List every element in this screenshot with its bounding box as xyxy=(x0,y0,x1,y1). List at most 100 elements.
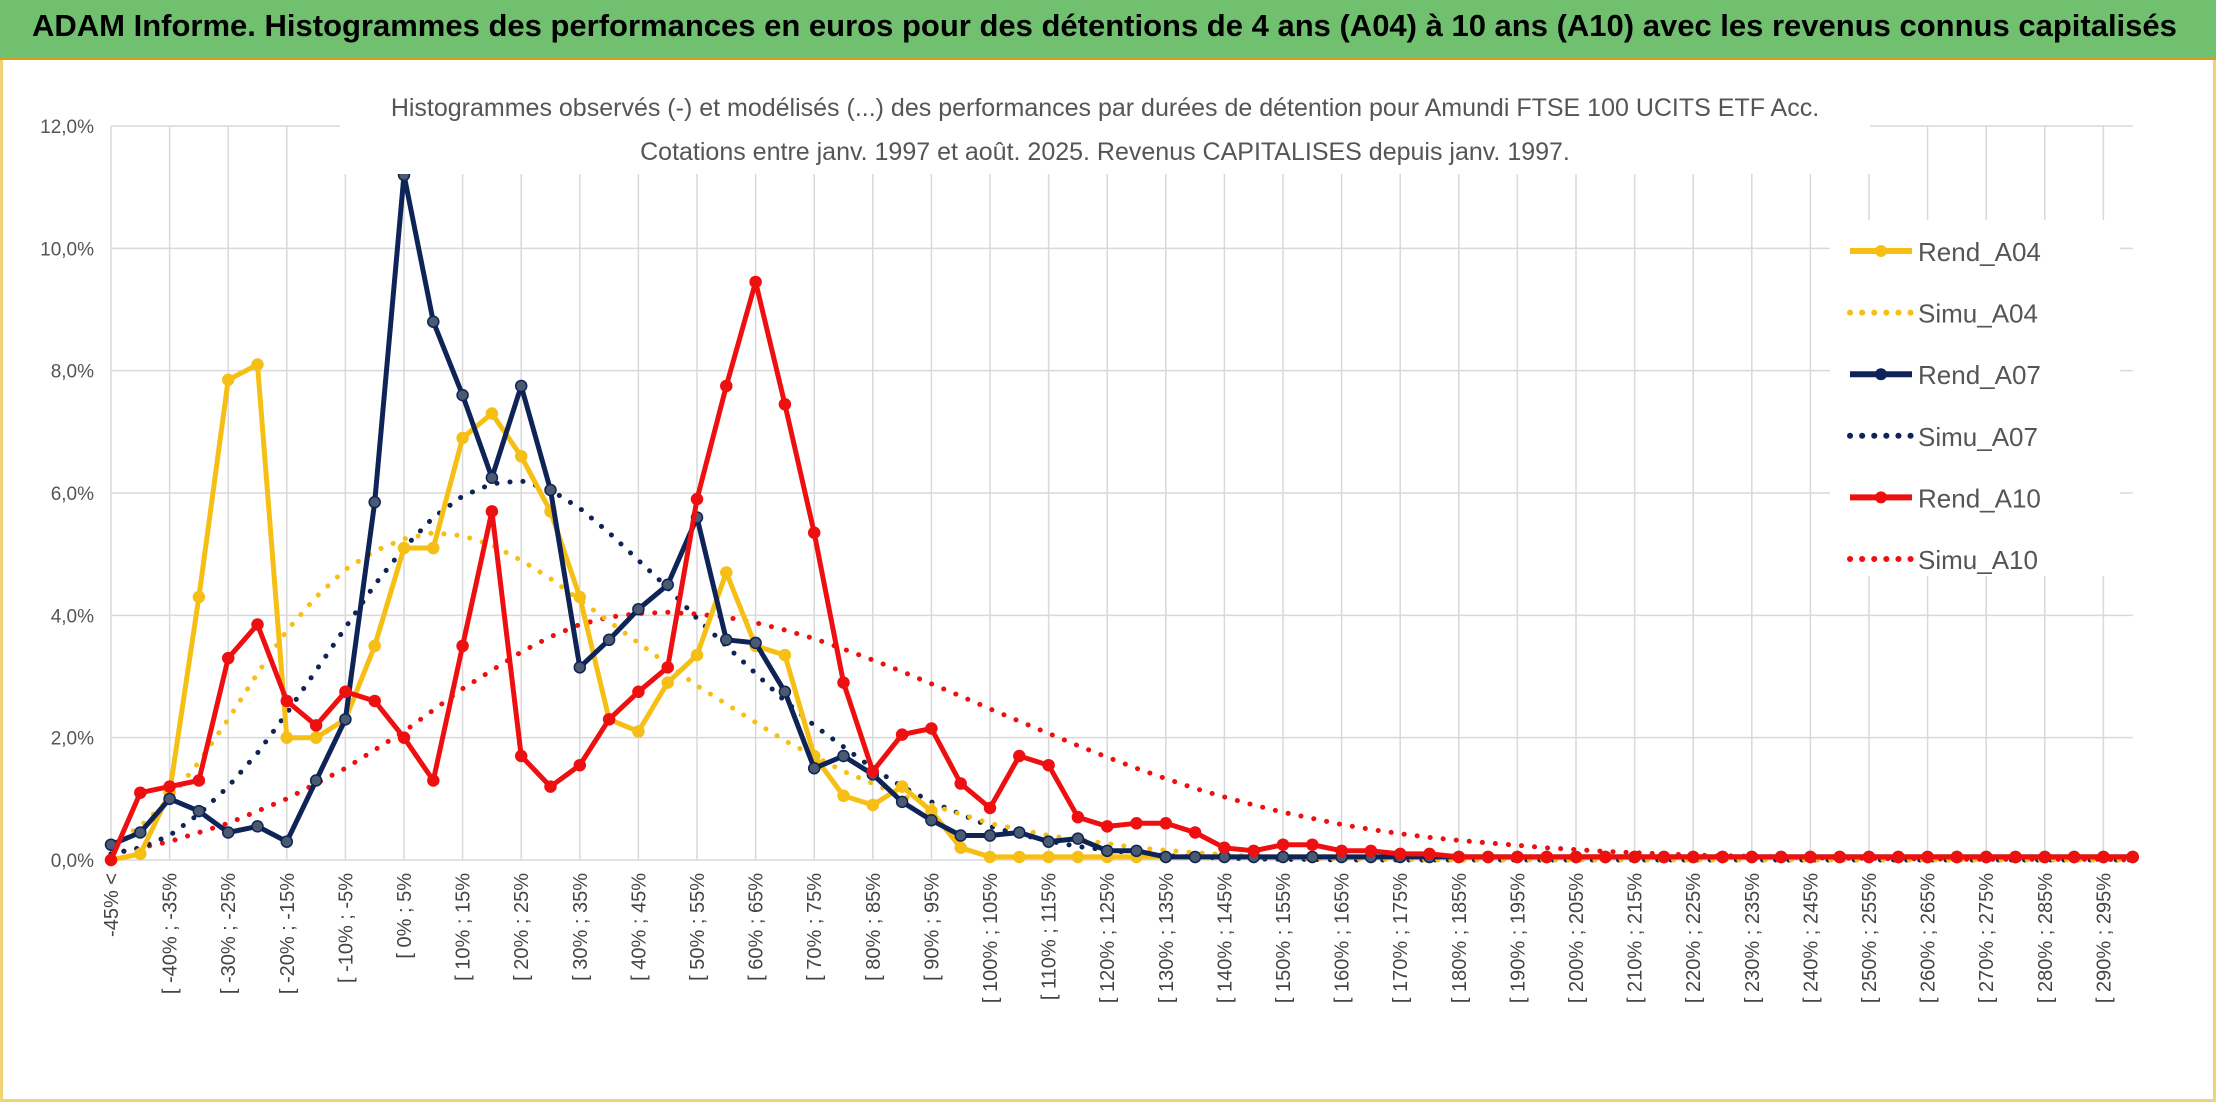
x-tick-label: [ 130% ; 135% xyxy=(1156,873,1178,1003)
legend-label: Rend_A07 xyxy=(1918,360,2041,390)
x-tick-label: [ 240% ; 245% xyxy=(1800,873,1822,1003)
series-line-rend-a04 xyxy=(110,362,2133,863)
x-tick-label: [ -40% ; -35% xyxy=(160,873,182,994)
data-point xyxy=(2067,850,2081,864)
data-point xyxy=(368,495,381,509)
data-point xyxy=(925,813,938,827)
data-point xyxy=(1892,850,1905,864)
x-tick-label: [ 200% ; 205% xyxy=(1566,873,1588,1003)
data-point xyxy=(1921,850,1934,864)
data-point xyxy=(1013,826,1026,839)
data-point xyxy=(1599,850,1612,864)
data-point xyxy=(309,719,323,732)
data-point xyxy=(954,777,967,790)
data-point xyxy=(1276,838,1290,851)
legend-marker xyxy=(1875,368,1887,381)
data-point xyxy=(1188,850,1202,864)
data-point xyxy=(427,315,440,328)
data-point xyxy=(1100,844,1114,858)
x-tick-label: [ 170% ; 175% xyxy=(1390,873,1412,1003)
data-point xyxy=(134,786,147,799)
y-tick-label: 10,0% xyxy=(40,239,94,260)
legend-label: Simu_A04 xyxy=(1918,299,2038,329)
y-tick-label: 12,0% xyxy=(40,117,94,138)
data-point xyxy=(1481,850,1495,864)
data-point xyxy=(1130,844,1143,858)
data-point xyxy=(720,566,733,579)
x-tick-label: [ 100% ; 105% xyxy=(980,873,1002,1003)
chart-frame xyxy=(0,60,2216,1102)
data-point xyxy=(807,762,821,775)
data-point xyxy=(632,602,645,616)
data-point xyxy=(339,713,352,726)
data-point xyxy=(1013,749,1026,763)
data-point xyxy=(1686,850,1700,864)
data-point xyxy=(925,722,938,735)
data-point xyxy=(573,661,587,674)
x-tick-label: [ 20% ; 25% xyxy=(511,873,533,981)
data-point xyxy=(104,853,118,867)
axis-labels: 0,0% 2,0% 4,0% 6,0% 8,0% 10,0% 12,0% -45% < [ -4… xyxy=(40,117,2115,1003)
data-point xyxy=(1306,838,1319,851)
data-point xyxy=(1423,847,1436,861)
data-point xyxy=(221,651,235,665)
x-tick-label: [ 280% ; 285% xyxy=(2035,873,2057,1003)
data-point xyxy=(1042,835,1055,848)
data-point xyxy=(1276,850,1290,864)
data-point xyxy=(690,648,704,662)
data-point xyxy=(895,795,909,809)
data-point xyxy=(837,676,850,689)
legend-label: Rend_A10 xyxy=(1918,483,2041,513)
data-point xyxy=(807,526,821,540)
data-point xyxy=(1159,817,1173,830)
data-point xyxy=(2097,850,2110,864)
x-tick-label: [ -30% ; -25% xyxy=(218,873,240,994)
report-title: ADAM Informe. Histogrammes des performan… xyxy=(32,8,2177,43)
series-line-simu-a07 xyxy=(108,478,2136,863)
data-point xyxy=(1804,850,1817,864)
data-point xyxy=(1159,850,1173,864)
data-point xyxy=(221,826,235,839)
data-point xyxy=(1247,844,1260,858)
data-point xyxy=(983,850,997,864)
y-tick-label: 4,0% xyxy=(51,606,94,627)
data-point xyxy=(544,780,557,793)
data-point xyxy=(632,725,645,738)
data-point xyxy=(251,358,264,371)
data-point xyxy=(251,820,264,833)
data-point xyxy=(661,661,674,674)
data-point xyxy=(397,541,411,555)
legend: Rend_A04 Simu_A04 Rend_A07 Simu_A07 Rend_A10… xyxy=(1830,220,2120,576)
x-tick-label: [ 50% ; 55% xyxy=(687,873,709,981)
data-point xyxy=(1745,850,1759,864)
series-lines xyxy=(104,168,2139,867)
data-point xyxy=(1774,850,1788,864)
data-point xyxy=(1452,850,1466,864)
x-tick-label: [ 220% ; 225% xyxy=(1683,873,1705,1003)
data-point xyxy=(632,685,645,699)
data-point xyxy=(427,541,440,555)
data-point xyxy=(485,471,499,484)
data-point xyxy=(134,847,147,861)
data-point xyxy=(778,685,792,699)
data-point xyxy=(1511,850,1524,864)
x-tick-label: [ 250% ; 255% xyxy=(1859,873,1881,1003)
data-point xyxy=(895,728,909,741)
data-point xyxy=(544,483,557,497)
x-tick-label: [ 120% ; 125% xyxy=(1097,873,1119,1003)
legend-marker xyxy=(1875,491,1887,504)
chart-title-line2: Cotations entre janv. 1997 et août. 2025… xyxy=(640,138,1570,166)
data-point xyxy=(1071,832,1085,845)
y-tick-label: 2,0% xyxy=(51,729,94,750)
data-point xyxy=(1042,850,1055,864)
data-point xyxy=(1130,817,1143,830)
x-tick-label: [ -10% ; -5% xyxy=(335,873,357,983)
data-point xyxy=(192,774,206,787)
data-point xyxy=(192,804,206,818)
data-point xyxy=(1979,850,1993,864)
data-point xyxy=(1569,850,1583,864)
data-point xyxy=(1013,850,1026,864)
data-point xyxy=(1393,847,1407,861)
chart-title-backdrop xyxy=(340,84,1870,174)
y-tick-label: 0,0% xyxy=(51,851,94,872)
